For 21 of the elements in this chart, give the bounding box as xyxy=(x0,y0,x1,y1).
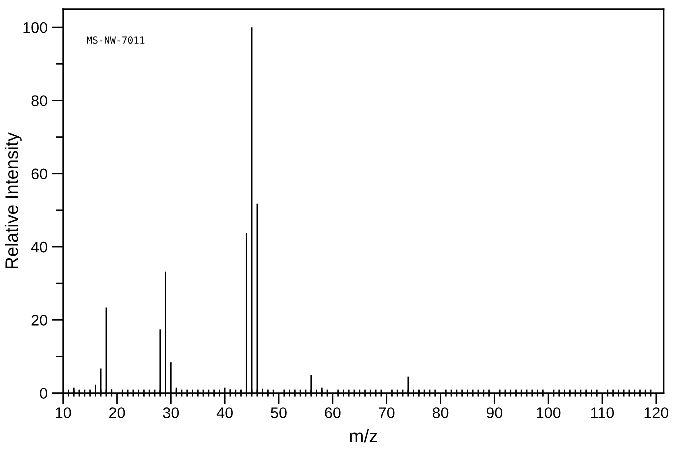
y-tick-label: 80 xyxy=(32,96,48,106)
x-tick-label: 70 xyxy=(379,408,395,418)
x-tick-label: 30 xyxy=(163,408,180,418)
x-tick-label: 50 xyxy=(271,408,287,418)
y-tick-label: 0 xyxy=(40,388,48,399)
x-tick-label: 110 xyxy=(591,408,614,418)
y-tick-label: 40 xyxy=(31,242,48,253)
x-tick-label: 90 xyxy=(486,408,503,418)
y-tick-label: 20 xyxy=(32,315,48,326)
annotation: MS-NW-7011 xyxy=(87,36,145,44)
y-tick-label: 100 xyxy=(24,22,48,34)
x-axis-title: m/z xyxy=(350,429,378,443)
x-tick-label: 10 xyxy=(56,408,72,418)
x-tick-label: 100 xyxy=(537,408,561,418)
x-tick-label: 120 xyxy=(644,408,669,418)
x-tick-label: 40 xyxy=(216,408,233,418)
x-tick-label: 20 xyxy=(110,408,126,418)
x-tick-label: 80 xyxy=(432,408,449,418)
y-axis-title: Relative Intensity xyxy=(5,132,22,269)
y-tick-label: 60 xyxy=(32,168,48,180)
x-tick-label: 60 xyxy=(325,408,341,418)
